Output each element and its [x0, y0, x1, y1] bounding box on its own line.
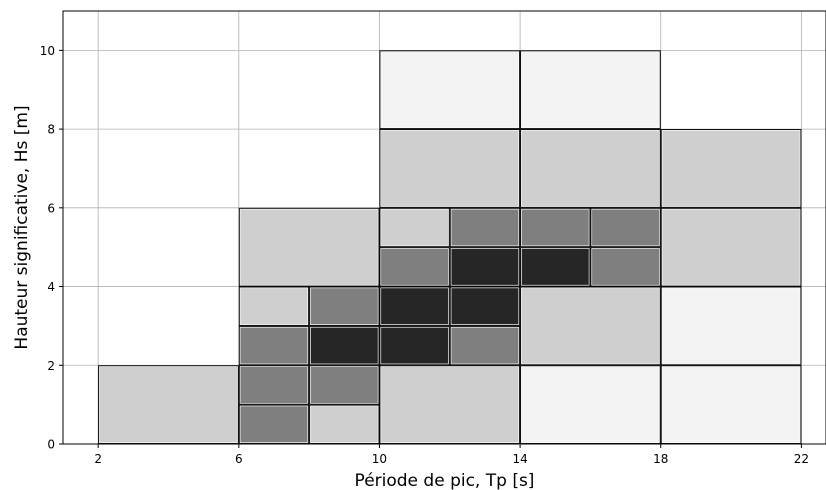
cell-fill	[521, 366, 660, 444]
cell-fill	[310, 287, 379, 325]
cell-fill	[450, 248, 520, 286]
cell-fill	[239, 326, 309, 365]
cell-fill	[239, 366, 309, 404]
y-tick-label-4: 8	[47, 123, 55, 137]
heatmap-cell-18	[238, 207, 380, 287]
heatmap-cell-24	[449, 207, 521, 248]
heatmap-cell-20	[449, 247, 521, 287]
cell-fill	[239, 405, 309, 444]
cell-fill	[99, 366, 238, 444]
x-tick-label-5: 22	[794, 452, 809, 466]
cell-fill	[521, 248, 590, 286]
cell-fill	[380, 51, 520, 129]
y-tick-label-0: 0	[47, 438, 55, 452]
cell-fill	[661, 208, 801, 286]
heatmap-cell-9	[309, 325, 380, 366]
cell-fill	[521, 51, 660, 129]
heatmap-cell-13	[309, 286, 380, 326]
heatmap-cell-0	[98, 365, 239, 444]
heatmap-cell-22	[590, 247, 661, 287]
y-tick-label-3: 6	[47, 201, 55, 215]
cell-fill	[450, 208, 520, 247]
x-axis-title: Période de pic, Tp [s]	[355, 471, 535, 490]
heatmap-cell-7	[660, 365, 802, 444]
heatmap-cell-25	[520, 207, 591, 248]
heatmap-cell-6	[520, 365, 661, 444]
heatmap-cell-15	[449, 286, 521, 326]
heatmap-cell-16	[520, 286, 661, 366]
cell-fill	[310, 326, 379, 365]
cell-fill	[661, 130, 801, 207]
x-tick-label-1: 6	[235, 452, 243, 466]
cell-fill	[310, 405, 379, 444]
heatmap-cell-11	[449, 325, 521, 366]
heatmap-cell-27	[660, 207, 802, 287]
cell-fill	[450, 287, 520, 325]
x-tick-label-3: 14	[512, 452, 527, 466]
cell-fill	[310, 366, 379, 404]
heatmap-cell-10	[379, 325, 450, 366]
x-tick-label-4: 18	[653, 452, 668, 466]
cell-fill	[380, 366, 520, 444]
heatmap-cell-4	[309, 365, 380, 405]
heatmap-cell-26	[590, 207, 661, 248]
cell-fill	[661, 366, 801, 444]
heatmap-cell-21	[520, 247, 591, 287]
y-axis-title: Hauteur significative, Hs [m]	[12, 105, 32, 349]
cell-fill	[239, 287, 309, 325]
heatmap-cell-30	[660, 129, 802, 208]
cell-fill	[661, 287, 801, 365]
y-tick-label-1: 2	[47, 359, 55, 373]
cell-fill	[450, 326, 520, 365]
y-tick-label-5: 10	[40, 44, 55, 58]
cell-fill	[521, 287, 660, 365]
ticks-layer: 2 6 10 14 18 22 0 2 4 6 8 10	[40, 44, 809, 466]
x-tick-label-2: 10	[372, 452, 387, 466]
heatmap-cell-23	[379, 207, 450, 248]
heatmap-cell-3	[238, 365, 310, 405]
heatmap-cell-29	[520, 129, 661, 208]
heatmap-cell-19	[379, 247, 450, 287]
heatmap-cell-28	[379, 129, 521, 208]
cells-layer	[98, 50, 802, 444]
x-tick-label-0: 2	[94, 452, 102, 466]
cell-fill	[521, 130, 660, 207]
cell-fill	[591, 248, 660, 286]
plot-frame	[62, 10, 826, 445]
heatmap-cell-2	[309, 404, 380, 444]
heatmap-cell-32	[520, 50, 661, 130]
cell-fill	[380, 248, 449, 286]
cell-fill	[380, 130, 520, 207]
heatmap-cell-17	[660, 286, 802, 366]
cell-fill	[591, 208, 660, 247]
heatmap-cell-12	[238, 286, 310, 326]
heatmap-cell-1	[238, 404, 310, 444]
cell-fill	[380, 287, 449, 325]
y-tick-label-2: 4	[47, 280, 55, 294]
heatmap-cell-5	[379, 365, 521, 444]
heatmap-cell-14	[379, 286, 450, 326]
heatmap-cell-8	[238, 325, 310, 366]
cell-fill	[380, 326, 449, 365]
cell-fill	[521, 208, 590, 247]
heatmap-cell-31	[379, 50, 521, 130]
cell-fill	[239, 208, 379, 286]
cell-fill	[380, 208, 449, 247]
